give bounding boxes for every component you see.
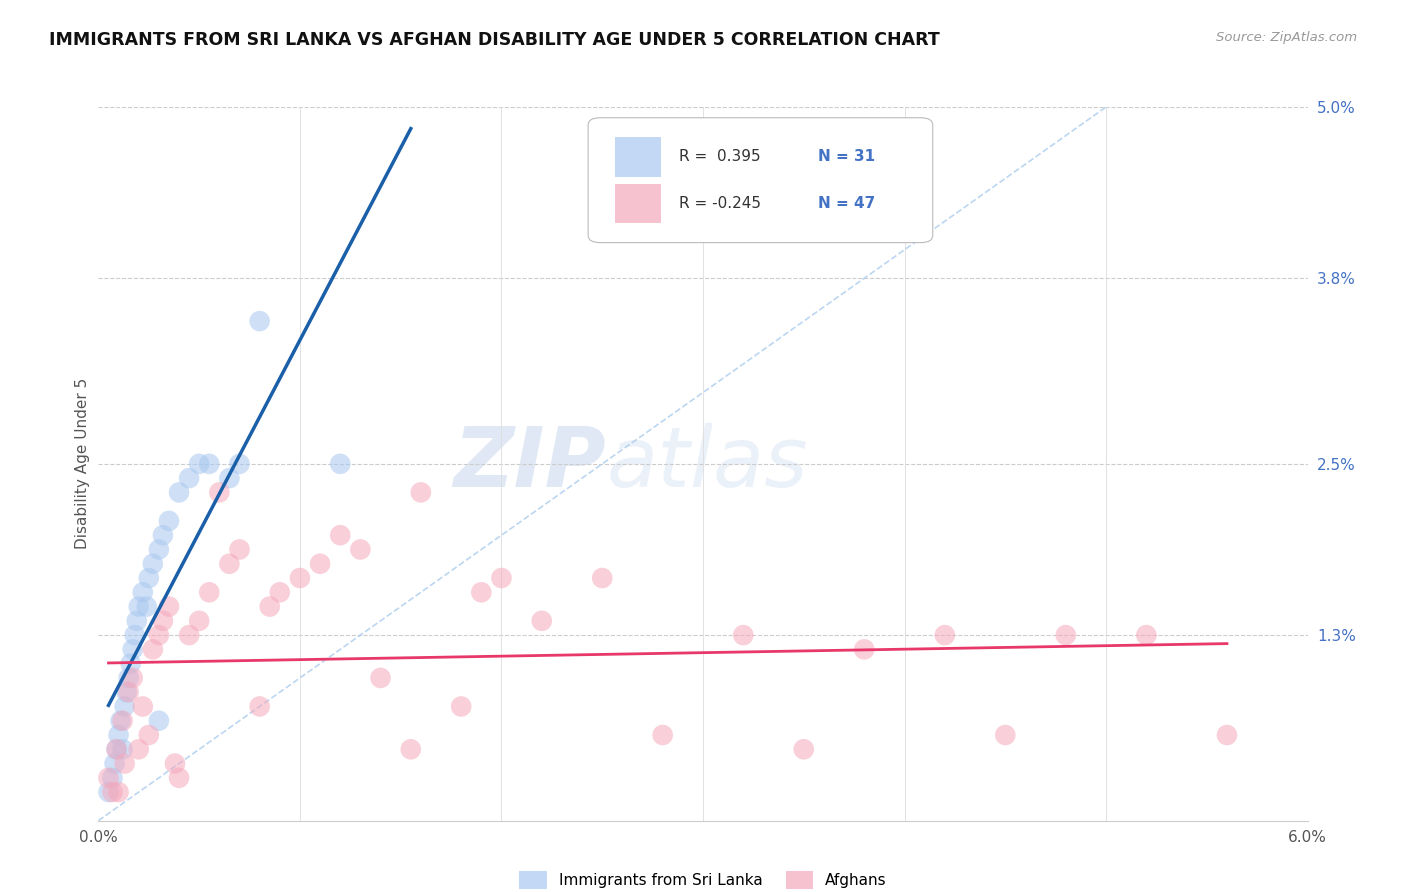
- Point: [269, 585, 291, 599]
- Point: [179, 471, 201, 485]
- Point: [249, 314, 271, 328]
- Point: [114, 756, 136, 771]
- Point: [152, 614, 174, 628]
- Point: [208, 485, 231, 500]
- Point: [249, 699, 271, 714]
- Point: [124, 628, 146, 642]
- Point: [309, 557, 332, 571]
- Point: [115, 685, 138, 699]
- Point: [110, 714, 132, 728]
- Point: [288, 571, 311, 585]
- Point: [491, 571, 513, 585]
- Point: [163, 756, 186, 771]
- Point: [142, 557, 165, 571]
- Point: [157, 514, 180, 528]
- Text: ZIP: ZIP: [454, 424, 606, 504]
- Point: [228, 457, 250, 471]
- Point: [934, 628, 956, 642]
- FancyBboxPatch shape: [588, 118, 932, 243]
- Point: [111, 714, 134, 728]
- Point: [470, 585, 492, 599]
- Point: [125, 614, 148, 628]
- Point: [167, 771, 190, 785]
- Point: [120, 657, 142, 671]
- Text: Source: ZipAtlas.com: Source: ZipAtlas.com: [1216, 31, 1357, 45]
- Point: [118, 671, 141, 685]
- Point: [198, 585, 221, 599]
- Point: [1054, 628, 1077, 642]
- Point: [135, 599, 157, 614]
- Point: [198, 457, 221, 471]
- Point: [105, 742, 128, 756]
- Point: [370, 671, 392, 685]
- Point: [259, 599, 281, 614]
- Point: [157, 599, 180, 614]
- Point: [101, 785, 124, 799]
- Y-axis label: Disability Age Under 5: Disability Age Under 5: [75, 378, 90, 549]
- FancyBboxPatch shape: [614, 137, 661, 177]
- Legend: Immigrants from Sri Lanka, Afghans: Immigrants from Sri Lanka, Afghans: [513, 865, 893, 892]
- Point: [329, 528, 352, 542]
- Point: [399, 742, 422, 756]
- Point: [142, 642, 165, 657]
- Point: [591, 571, 613, 585]
- Point: [329, 457, 352, 471]
- Point: [218, 557, 240, 571]
- Point: [128, 742, 150, 756]
- Point: [167, 485, 190, 500]
- Point: [111, 742, 134, 756]
- Point: [148, 542, 170, 557]
- Text: IMMIGRANTS FROM SRI LANKA VS AFGHAN DISABILITY AGE UNDER 5 CORRELATION CHART: IMMIGRANTS FROM SRI LANKA VS AFGHAN DISA…: [49, 31, 941, 49]
- Point: [1216, 728, 1239, 742]
- Point: [97, 771, 120, 785]
- Point: [121, 671, 143, 685]
- Point: [651, 728, 673, 742]
- Text: N = 47: N = 47: [818, 196, 875, 211]
- Point: [218, 471, 240, 485]
- Point: [228, 542, 250, 557]
- Text: R =  0.395: R = 0.395: [679, 150, 761, 164]
- Point: [450, 699, 472, 714]
- Point: [107, 785, 129, 799]
- Point: [733, 628, 755, 642]
- Point: [409, 485, 432, 500]
- Text: atlas: atlas: [606, 424, 808, 504]
- Point: [114, 699, 136, 714]
- Point: [121, 642, 143, 657]
- Point: [128, 599, 150, 614]
- Point: [853, 642, 876, 657]
- Point: [105, 742, 128, 756]
- Point: [138, 571, 160, 585]
- Point: [530, 614, 553, 628]
- Point: [101, 771, 124, 785]
- Point: [132, 699, 155, 714]
- Point: [148, 628, 170, 642]
- Point: [103, 756, 125, 771]
- Text: N = 31: N = 31: [818, 150, 875, 164]
- Point: [148, 714, 170, 728]
- Point: [138, 728, 160, 742]
- FancyBboxPatch shape: [614, 184, 661, 223]
- Point: [179, 628, 201, 642]
- Point: [97, 785, 120, 799]
- Point: [349, 542, 371, 557]
- Point: [793, 742, 815, 756]
- Point: [152, 528, 174, 542]
- Point: [118, 685, 141, 699]
- Point: [994, 728, 1017, 742]
- Point: [188, 457, 211, 471]
- Point: [107, 728, 129, 742]
- Point: [188, 614, 211, 628]
- Text: R = -0.245: R = -0.245: [679, 196, 761, 211]
- Point: [132, 585, 155, 599]
- Point: [1135, 628, 1157, 642]
